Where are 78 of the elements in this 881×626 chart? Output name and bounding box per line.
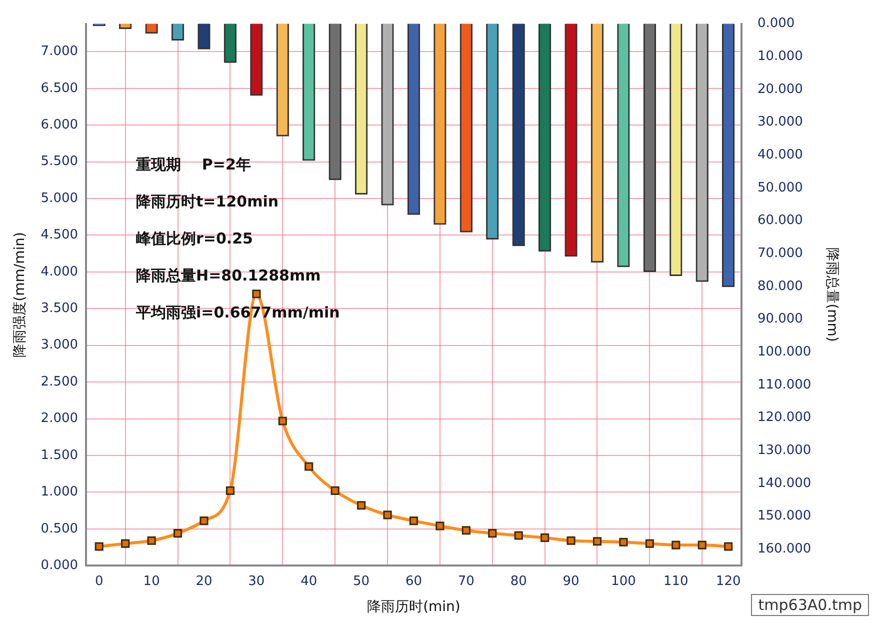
y2-tick-label: 90.000 bbox=[757, 312, 803, 327]
x-tick-label: 40 bbox=[300, 574, 318, 589]
point bbox=[200, 516, 208, 526]
point bbox=[514, 531, 523, 540]
point bbox=[173, 529, 182, 538]
x-tick-label: 0 bbox=[94, 574, 104, 589]
y2-tick-label: 80.000 bbox=[757, 278, 803, 294]
annotation: 降雨历时t=120min bbox=[136, 192, 279, 211]
point bbox=[278, 416, 287, 426]
annotation: 峰值比例r=0.25 bbox=[136, 230, 253, 248]
annotation: 重现期 P=2年 bbox=[135, 156, 251, 174]
y2-tick-label: 100.000 bbox=[757, 344, 812, 360]
x-tick-label: 110 bbox=[663, 574, 688, 589]
y-tick-label: 6.000 bbox=[40, 117, 78, 132]
y2-tick-label: 150.000 bbox=[757, 508, 812, 524]
y2-tick-label: 110.000 bbox=[757, 377, 812, 392]
y2-tick-label: 10.000 bbox=[757, 49, 803, 64]
x-tick-label: 70 bbox=[458, 574, 474, 589]
point bbox=[409, 516, 418, 526]
x-tick-label: 10 bbox=[143, 574, 160, 589]
y-tick-label: 1.000 bbox=[40, 484, 78, 500]
point bbox=[436, 522, 444, 530]
y-tick-label: 0.500 bbox=[40, 521, 78, 536]
y-tick-label: 4.500 bbox=[40, 228, 78, 243]
y-tick-label: 4.000 bbox=[40, 264, 78, 280]
y2-tick-label: 30.000 bbox=[757, 114, 803, 130]
point bbox=[121, 539, 130, 548]
y2-tick-label: 70.000 bbox=[757, 246, 803, 262]
point bbox=[252, 290, 261, 298]
y2-tick-label: 130.000 bbox=[757, 443, 812, 458]
y-tick-label: 6.500 bbox=[40, 80, 78, 96]
point bbox=[645, 539, 654, 548]
point bbox=[383, 510, 392, 520]
y2-axis-title: 降雨总量(mm) bbox=[824, 248, 840, 342]
x-axis-title: 降雨历时(min) bbox=[367, 599, 460, 616]
x-tick-label: 60 bbox=[405, 574, 422, 589]
x-tick-label: 30 bbox=[248, 574, 265, 589]
y-tick-label: 3.000 bbox=[40, 338, 78, 353]
y2-tick-label: 140.000 bbox=[757, 476, 812, 491]
point bbox=[619, 538, 628, 546]
point bbox=[226, 486, 234, 496]
y-tick-label: 5.500 bbox=[40, 154, 78, 170]
point bbox=[357, 501, 366, 510]
y2-tick-label: 120.000 bbox=[757, 410, 812, 426]
y-tick-label: 7.000 bbox=[40, 44, 78, 60]
y-tick-label: 2.000 bbox=[40, 411, 78, 426]
point bbox=[724, 542, 733, 551]
text: tmp63A0.tmp bbox=[751, 594, 869, 616]
x-tick-label: 90 bbox=[562, 574, 580, 589]
point bbox=[94, 542, 104, 551]
x-tick-label: 120 bbox=[716, 574, 741, 589]
y-tick-label: 2.500 bbox=[40, 374, 78, 390]
y-tick-label: 0.000 bbox=[40, 558, 78, 573]
point bbox=[488, 529, 497, 538]
point bbox=[304, 462, 314, 471]
y-tick-label: 5.000 bbox=[40, 190, 78, 206]
x-tick-label: 20 bbox=[196, 574, 212, 589]
y2-tick-label: 40.000 bbox=[757, 148, 803, 163]
y2-tick-label: 20.000 bbox=[757, 82, 803, 97]
point bbox=[540, 533, 550, 542]
point bbox=[330, 486, 340, 496]
y2-tick-label: 60.000 bbox=[757, 213, 803, 228]
x-tick-label: 100 bbox=[611, 574, 636, 589]
y-tick-label: 3.500 bbox=[40, 301, 78, 316]
y2-tick-label: 0.000 bbox=[757, 16, 795, 32]
y2-tick-label: 50.000 bbox=[757, 180, 803, 196]
point bbox=[566, 536, 576, 545]
point bbox=[592, 537, 602, 546]
point bbox=[462, 526, 470, 535]
point bbox=[147, 536, 156, 545]
annotation: 降雨总量H=80.1288mm bbox=[136, 266, 321, 285]
x-tick-label: 50 bbox=[353, 574, 370, 589]
point bbox=[672, 540, 680, 550]
point bbox=[698, 540, 706, 550]
y-axis-title: 降雨强度(mm/min) bbox=[12, 232, 28, 358]
y-tick-label: 1.500 bbox=[40, 448, 78, 463]
x-tick-label: 80 bbox=[510, 574, 527, 589]
y2-tick-label: 160.000 bbox=[757, 542, 812, 557]
